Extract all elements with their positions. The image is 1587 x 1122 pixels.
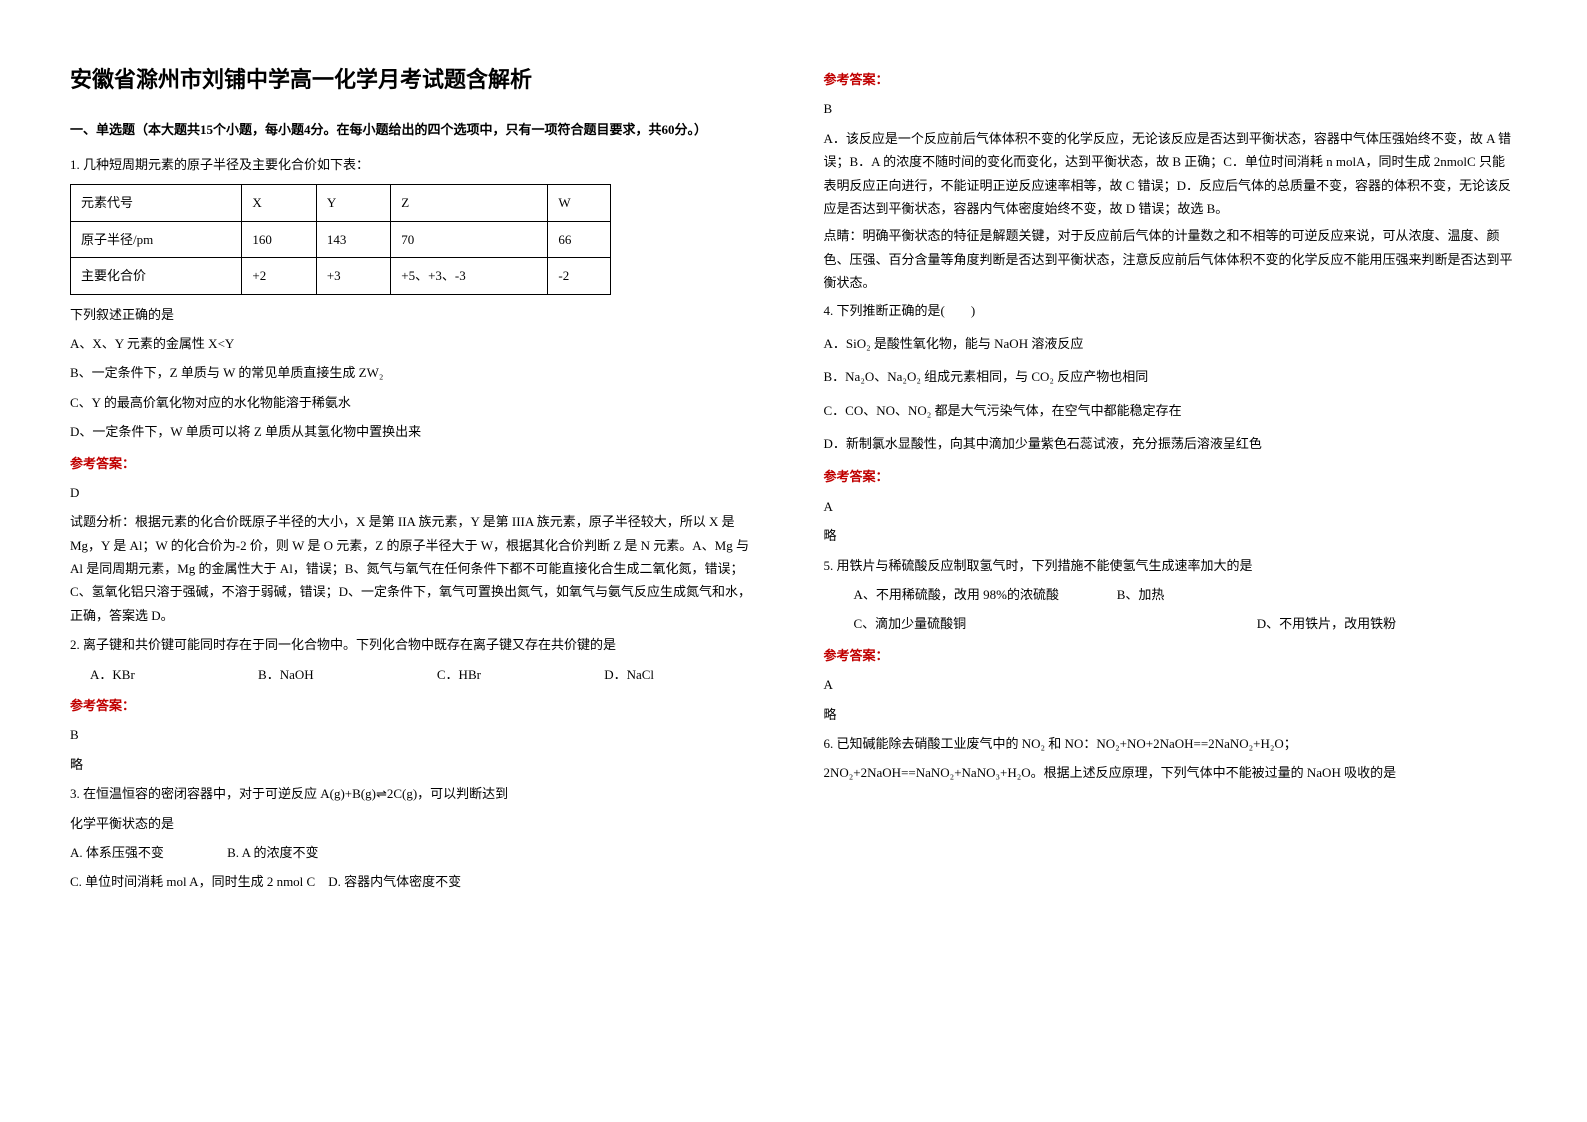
q4-opt-a: A．SiO₂ 是酸性氧化物，能与 NaOH 溶液反应 (824, 332, 1518, 355)
q6-stem-2: 2NO₂+2NaOH==NaNO₂+NaNO₃+H₂O。根据上述反应原理，下列气… (824, 761, 1518, 784)
answer-label: 参考答案： (70, 694, 764, 717)
q3-stem-2: 化学平衡状态的是 (70, 812, 764, 835)
cell: 66 (548, 221, 611, 257)
q3-answer: B (824, 97, 1518, 120)
q3-opts-ab: A. 体系压强不变 B. A 的浓度不变 (70, 841, 764, 864)
question-1: 1. 几种短周期元素的原子半径及主要化合价如下表： 元素代号 X Y Z W 原… (70, 153, 764, 627)
cell: 主要化合价 (71, 258, 242, 294)
q6-stem-1: 6. 已知碱能除去硝酸工业废气中的 NO₂ 和 NO：NO₂+NO+2NaOH=… (824, 732, 1518, 755)
q3-tip: 点睛：明确平衡状态的特征是解题关键，对于反应前后气体的计量数之和不相等的可逆反应… (824, 224, 1518, 294)
q-text: 用铁片与稀硫酸反应制取氢气时，下列措施不能使氢气生成速率加大的是 (837, 558, 1253, 573)
cell: Y (316, 185, 390, 221)
q3-explain: A．该反应是一个反应前后气体体积不变的化学反应，无论该反应是否达到平衡状态，容器… (824, 127, 1518, 221)
q5-opt-b: B、加热 (1117, 587, 1165, 602)
q1-opt-a: A、X、Y 元素的金属性 X<Y (70, 332, 764, 355)
q2-answer: B (70, 723, 764, 746)
table-row: 元素代号 X Y Z W (71, 185, 611, 221)
q3-stem: 3. 在恒温恒容的密闭容器中，对于可逆反应 A(g)+B(g)⇌2C(g)，可以… (70, 782, 764, 805)
q1-stem: 1. 几种短周期元素的原子半径及主要化合价如下表： (70, 153, 764, 176)
q5-note: 略 (824, 703, 1518, 726)
q-num: 3. (70, 786, 80, 801)
table-row: 原子半径/pm 160 143 70 66 (71, 221, 611, 257)
q3-opt-c: C. 单位时间消耗 mol A，同时生成 2 nmol C (70, 874, 315, 889)
q5-opt-c: C、滴加少量硫酸铜 (854, 612, 1254, 635)
q4-opt-c: C．CO、NO、NO₂ 都是大气污染气体，在空气中都能稳定存在 (824, 399, 1518, 422)
q-num: 4. (824, 303, 834, 318)
question-4: 4. 下列推断正确的是( ) A．SiO₂ 是酸性氧化物，能与 NaOH 溶液反… (824, 299, 1518, 548)
q1-opt-c: C、Y 的最高价氧化物对应的水化物能溶于稀氨水 (70, 391, 764, 414)
question-2: 2. 离子键和共价键可能同时存在于同一化合物中。下列化合物中既存在离子键又存在共… (70, 633, 764, 776)
q-text: 几种短周期元素的原子半径及主要化合价如下表： (83, 157, 369, 172)
q1-opt-b: B、一定条件下，Z 单质与 W 的常见单质直接生成 ZW₂ (70, 361, 764, 384)
q-num: 2. (70, 637, 80, 652)
q3-opt-a: A. 体系压强不变 (70, 841, 164, 864)
cell: +3 (316, 258, 390, 294)
q-num: 5. (824, 558, 834, 573)
cell: 143 (316, 221, 390, 257)
q4-opt-b: B．Na₂O、Na₂O₂ 组成元素相同，与 CO₂ 反应产物也相同 (824, 365, 1518, 388)
q1-explain: 试题分析：根据元素的化合价既原子半径的大小，X 是第 IIA 族元素，Y 是第 … (70, 510, 764, 627)
q1-answer: D (70, 481, 764, 504)
q4-stem: 4. 下列推断正确的是( ) (824, 299, 1518, 322)
answer-label: 参考答案： (70, 452, 764, 475)
q2-note: 略 (70, 753, 764, 776)
q3-opts-cd: C. 单位时间消耗 mol A，同时生成 2 nmol C D. 容器内气体密度… (70, 870, 764, 893)
cell: 元素代号 (71, 185, 242, 221)
q3-opt-d: D. 容器内气体密度不变 (328, 874, 461, 889)
q4-note: 略 (824, 524, 1518, 547)
q2-opt-b: B．NaOH (258, 663, 314, 686)
section-1-header: 一、单选题（本大题共15个小题，每小题4分。在每小题给出的四个选项中，只有一项符… (70, 118, 764, 141)
q5-opt-a: A、不用稀硫酸，改用 98%的浓硫酸 (854, 583, 1114, 606)
answer-label: 参考答案： (824, 68, 1518, 91)
q-text: 在恒温恒容的密闭容器中，对于可逆反应 A(g)+B(g)⇌2C(g)，可以判断达… (83, 786, 508, 801)
cell: Z (391, 185, 548, 221)
right-column: 参考答案： B A．该反应是一个反应前后气体体积不变的化学反应，无论该反应是否达… (794, 60, 1548, 1082)
q1-table: 元素代号 X Y Z W 原子半径/pm 160 143 70 66 主要化合价… (70, 184, 611, 294)
q-text: 已知碱能除去硝酸工业废气中的 NO₂ 和 NO：NO₂+NO+2NaOH==2N… (837, 736, 1297, 751)
q5-stem: 5. 用铁片与稀硫酸反应制取氢气时，下列措施不能使氢气生成速率加大的是 (824, 554, 1518, 577)
q-num: 1. (70, 157, 80, 172)
cell: W (548, 185, 611, 221)
cell: X (242, 185, 316, 221)
q2-opt-a: A．KBr (90, 663, 135, 686)
table-row: 主要化合价 +2 +3 +5、+3、-3 -2 (71, 258, 611, 294)
cell: +2 (242, 258, 316, 294)
left-column: 安徽省滁州市刘铺中学高一化学月考试题含解析 一、单选题（本大题共15个小题，每小… (40, 60, 794, 1082)
q5-answer: A (824, 673, 1518, 696)
q4-opt-d: D．新制氯水显酸性，向其中滴加少量紫色石蕊试液，充分振荡后溶液呈红色 (824, 432, 1518, 455)
q2-opt-c: C．HBr (437, 663, 481, 686)
q3-opt-b: B. A 的浓度不变 (227, 845, 318, 860)
q1-opt-d: D、一定条件下，W 单质可以将 Z 单质从其氢化物中置换出来 (70, 420, 764, 443)
cell: 原子半径/pm (71, 221, 242, 257)
q-text: 下列推断正确的是( ) (837, 303, 976, 318)
question-6: 6. 已知碱能除去硝酸工业废气中的 NO₂ 和 NO：NO₂+NO+2NaOH=… (824, 732, 1518, 785)
q2-stem: 2. 离子键和共价键可能同时存在于同一化合物中。下列化合物中既存在离子键又存在共… (70, 633, 764, 656)
q2-opt-d: D．NaCl (604, 667, 654, 682)
q5-opt-d: D、不用铁片，改用铁粉 (1257, 616, 1396, 631)
q-num: 6. (824, 736, 834, 751)
question-3: 3. 在恒温恒容的密闭容器中，对于可逆反应 A(g)+B(g)⇌2C(g)，可以… (70, 782, 764, 894)
question-5: 5. 用铁片与稀硫酸反应制取氢气时，下列措施不能使氢气生成速率加大的是 A、不用… (824, 554, 1518, 726)
q5-opts-cd: C、滴加少量硫酸铜 D、不用铁片，改用铁粉 (854, 612, 1518, 635)
q5-opts-ab: A、不用稀硫酸，改用 98%的浓硫酸 B、加热 (854, 583, 1518, 606)
q2-options: A．KBr B．NaOH C．HBr D．NaCl (90, 663, 764, 686)
q4-answer: A (824, 495, 1518, 518)
q1-after-table: 下列叙述正确的是 (70, 303, 764, 326)
q-text: 离子键和共价键可能同时存在于同一化合物中。下列化合物中既存在离子键又存在共价键的… (83, 637, 616, 652)
cell: 70 (391, 221, 548, 257)
answer-label: 参考答案： (824, 644, 1518, 667)
cell: +5、+3、-3 (391, 258, 548, 294)
cell: -2 (548, 258, 611, 294)
document-title: 安徽省滁州市刘铺中学高一化学月考试题含解析 (70, 60, 764, 100)
cell: 160 (242, 221, 316, 257)
answer-label: 参考答案： (824, 465, 1518, 488)
